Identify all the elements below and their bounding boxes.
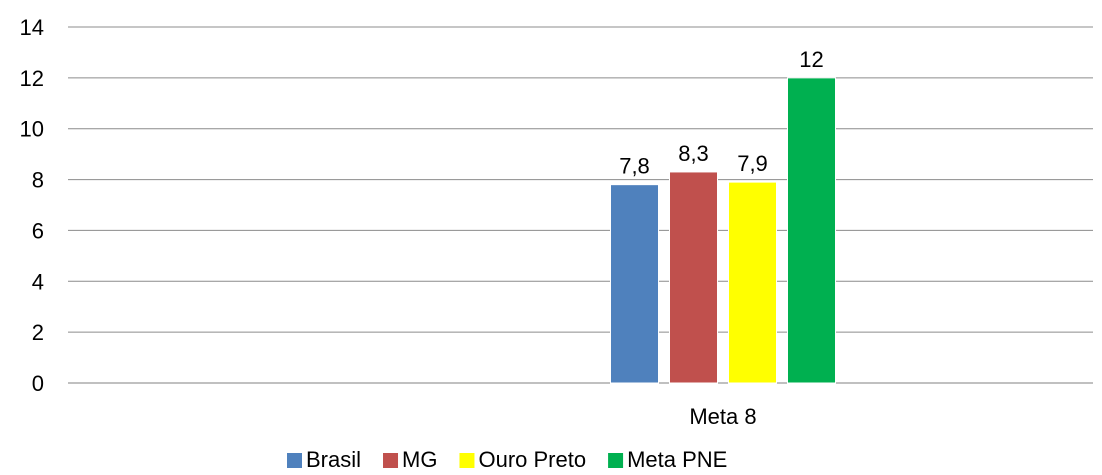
y-tick-label: 12 [20, 66, 44, 91]
data-labels: 7,8 8,3 7,9 12 [619, 47, 824, 179]
bar-ouro-preto [728, 181, 777, 384]
category-labels: Meta 8 [689, 404, 756, 429]
legend-brasil-swatch [287, 453, 302, 468]
legend-brasil-label: Brasil [306, 447, 361, 472]
legend-mg-swatch [383, 453, 399, 468]
bar-series [610, 77, 836, 384]
y-axis-ticks: 0 2 4 6 8 10 12 14 [20, 15, 44, 396]
category-label: Meta 8 [689, 404, 756, 429]
bar-meta-pne [787, 77, 836, 384]
gridlines [68, 26, 1093, 384]
legend-meta-pne-swatch [608, 453, 624, 468]
data-label: 12 [799, 47, 823, 72]
data-label: 7,8 [619, 154, 650, 179]
legend: Brasil MG Ouro Preto Meta PNE [287, 447, 727, 472]
data-label: 8,3 [678, 141, 709, 166]
y-tick-label: 14 [20, 15, 44, 40]
data-label: 7,9 [737, 151, 768, 176]
y-tick-label: 6 [32, 218, 44, 243]
legend-ouro-preto-label: Ouro Preto [478, 447, 586, 472]
bar-mg [669, 171, 718, 384]
y-tick-label: 4 [32, 269, 44, 294]
legend-meta-pne-label: Meta PNE [627, 447, 727, 472]
y-tick-label: 2 [32, 320, 44, 345]
legend-mg-label: MG [402, 447, 437, 472]
legend-ouro-preto-swatch [459, 453, 475, 468]
y-tick-label: 0 [32, 371, 44, 396]
y-tick-label: 8 [32, 168, 44, 193]
bar-brasil [610, 184, 659, 384]
y-tick-label: 10 [20, 117, 44, 142]
